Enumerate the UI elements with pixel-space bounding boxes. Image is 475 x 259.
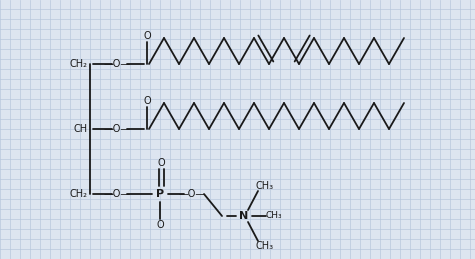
Text: CH₂: CH₂ [70, 189, 88, 199]
Text: —O—: —O— [104, 59, 131, 69]
Text: —O—: —O— [179, 189, 206, 199]
Text: CH₂: CH₂ [70, 59, 88, 69]
Text: —O—: —O— [104, 124, 131, 134]
Text: P: P [156, 189, 164, 199]
Text: O: O [158, 158, 165, 168]
Text: O: O [156, 220, 164, 230]
Text: CH₃: CH₃ [266, 212, 283, 220]
Text: CH₃: CH₃ [256, 181, 274, 191]
Text: CH: CH [74, 124, 88, 134]
Text: O: O [143, 96, 151, 106]
Text: CH₃: CH₃ [256, 241, 274, 251]
Text: —O—: —O— [104, 189, 131, 199]
Text: N: N [239, 211, 248, 221]
Text: O: O [143, 31, 151, 41]
